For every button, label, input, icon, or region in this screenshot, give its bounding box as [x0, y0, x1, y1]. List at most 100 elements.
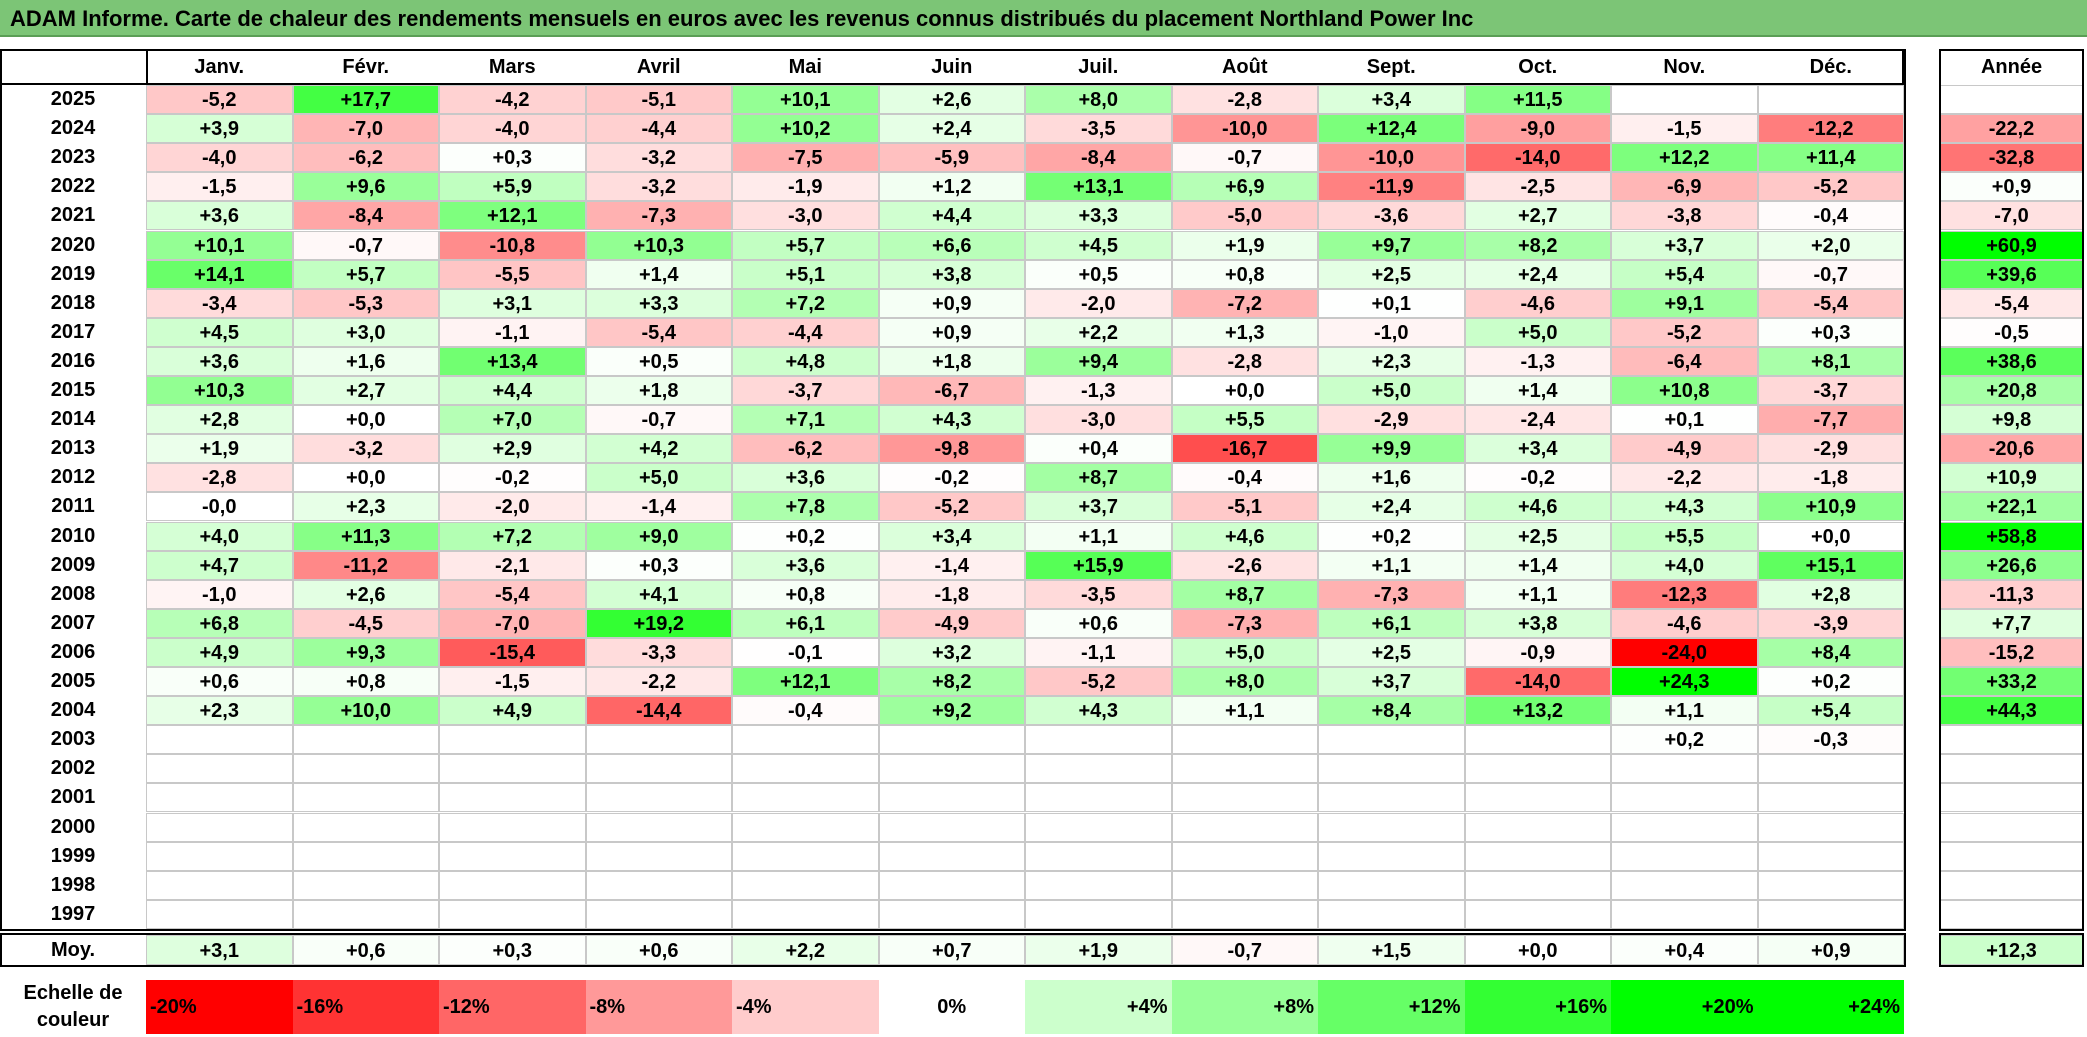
heatmap-cell	[1757, 841, 1904, 871]
heatmap-cell: -0,2	[1464, 463, 1611, 493]
heatmap-cell: -5,1	[1171, 492, 1318, 522]
heatmap-cell: +0,9	[878, 317, 1025, 347]
heatmap-cell: +0,5	[585, 346, 732, 376]
annual-cell: +60,9	[1939, 230, 2084, 260]
year-label: 2006	[50, 640, 96, 663]
heatmap-cell: +0,3	[585, 550, 732, 580]
heatmap-cell: +0,2	[732, 521, 879, 551]
month-header: Mars	[488, 56, 536, 78]
heatmap-cell: +15,9	[1025, 550, 1172, 580]
year-label: 2009	[50, 553, 96, 576]
heatmap-cell: +0,8	[1171, 259, 1318, 289]
heatmap-cell: -1,8	[1757, 463, 1904, 493]
heatmap-cell	[1318, 725, 1465, 755]
annual-cell: +10,9	[1939, 463, 2084, 493]
average-cell: +3,1	[146, 935, 293, 965]
annual-cell: +26,6	[1939, 550, 2084, 580]
heatmap-cell: -3,5	[1025, 114, 1172, 144]
heatmap-cell	[439, 754, 586, 784]
heatmap-cell: +5,0	[585, 463, 732, 493]
year-label: 2011	[51, 495, 95, 518]
heatmap-cell: -14,0	[1464, 667, 1611, 697]
heatmap-cell	[1611, 812, 1758, 842]
heatmap-cell	[878, 841, 1025, 871]
annual-cell	[1939, 783, 2084, 813]
year-label: 2023	[50, 146, 96, 169]
heatmap-cell: +0,1	[1318, 288, 1465, 318]
heatmap-cell: -3,8	[1611, 201, 1758, 231]
heatmap-cell: -3,5	[1025, 579, 1172, 609]
heatmap-cell: -5,2	[1757, 172, 1904, 202]
heatmap-cell: +4,5	[146, 317, 293, 347]
heatmap-cell: -15,4	[439, 637, 586, 667]
heatmap-cell	[585, 841, 732, 871]
heatmap-cell: +8,0	[1025, 85, 1172, 115]
heatmap-cell: -11,9	[1318, 172, 1465, 202]
heatmap-cell: -2,6	[1171, 550, 1318, 580]
heatmap-cell: +10,1	[732, 85, 879, 115]
heatmap-cell: +4,3	[1611, 492, 1758, 522]
month-header: Déc.	[1809, 56, 1852, 78]
heatmap-cell: +5,7	[292, 259, 439, 289]
heatmap-cell: +8,4	[1757, 637, 1904, 667]
heatmap-cell	[1025, 870, 1172, 900]
heatmap-cell: -2,9	[1757, 434, 1904, 464]
heatmap-cell: +4,7	[146, 550, 293, 580]
heatmap-cell: +9,7	[1318, 230, 1465, 260]
average-annual-cell: +12,3	[1939, 935, 2084, 965]
heatmap-cell: +10,2	[732, 114, 879, 144]
heatmap-cell: -0,9	[1464, 637, 1611, 667]
heatmap-cell: +3,8	[1464, 608, 1611, 638]
heatmap-cell: +7,0	[439, 405, 586, 435]
heatmap-cell: +7,8	[732, 492, 879, 522]
year-label: 2001	[50, 786, 96, 809]
heatmap-cell: -6,2	[292, 143, 439, 173]
year-label: 2018	[50, 291, 96, 314]
heatmap-cell: +0,8	[732, 579, 879, 609]
heatmap-cell: +1,9	[146, 434, 293, 464]
heatmap-cell: -2,1	[439, 550, 586, 580]
heatmap-cell	[146, 870, 293, 900]
heatmap-cell: -3,2	[585, 143, 732, 173]
heatmap-cell	[292, 754, 439, 784]
annual-cell: +38,6	[1939, 346, 2084, 376]
annual-cell: +9,8	[1939, 405, 2084, 435]
year-label: 2013	[50, 437, 96, 460]
year-label: 2016	[50, 349, 96, 372]
heatmap-cell: +5,0	[1464, 317, 1611, 347]
heatmap-cell: +2,4	[1464, 259, 1611, 289]
heatmap-cell	[292, 899, 439, 929]
average-cell: +1,5	[1318, 935, 1465, 965]
heatmap-cell: -3,9	[1757, 608, 1904, 638]
heatmap-cell: +2,3	[292, 492, 439, 522]
heatmap-cell: +4,1	[585, 579, 732, 609]
annual-cell: -32,8	[1939, 143, 2084, 173]
heatmap-cell: +6,6	[878, 230, 1025, 260]
legend-title-line2: couleur	[36, 1009, 110, 1031]
heatmap-cell: +3,3	[585, 288, 732, 318]
heatmap-cell: -3,6	[1318, 201, 1465, 231]
heatmap-cell: +8,0	[1171, 667, 1318, 697]
heatmap-cell: +4,0	[1611, 550, 1758, 580]
heatmap-cell: +12,1	[732, 667, 879, 697]
heatmap-cell: +1,6	[1318, 463, 1465, 493]
heatmap-cell: +5,1	[732, 259, 879, 289]
heatmap-cell: +10,9	[1757, 492, 1904, 522]
heatmap-cell: +3,4	[878, 521, 1025, 551]
heatmap-cell: -2,2	[585, 667, 732, 697]
heatmap-cell: +4,6	[1464, 492, 1611, 522]
heatmap-cell	[1464, 812, 1611, 842]
heatmap-cell: +0,5	[1025, 259, 1172, 289]
heatmap-cell	[1611, 85, 1758, 115]
heatmap-cell: +0,3	[1757, 317, 1904, 347]
heatmap-cell: +4,4	[439, 376, 586, 406]
heatmap-cell: -6,4	[1611, 346, 1758, 376]
heatmap-cell	[146, 783, 293, 813]
heatmap-cell: -2,0	[439, 492, 586, 522]
heatmap-cell: -3,4	[146, 288, 293, 318]
heatmap-cell: +2,4	[1318, 492, 1465, 522]
heatmap-cell	[1464, 841, 1611, 871]
heatmap-cell: -2,8	[1171, 346, 1318, 376]
heatmap-cell: -6,7	[878, 376, 1025, 406]
heatmap-cell	[732, 725, 879, 755]
